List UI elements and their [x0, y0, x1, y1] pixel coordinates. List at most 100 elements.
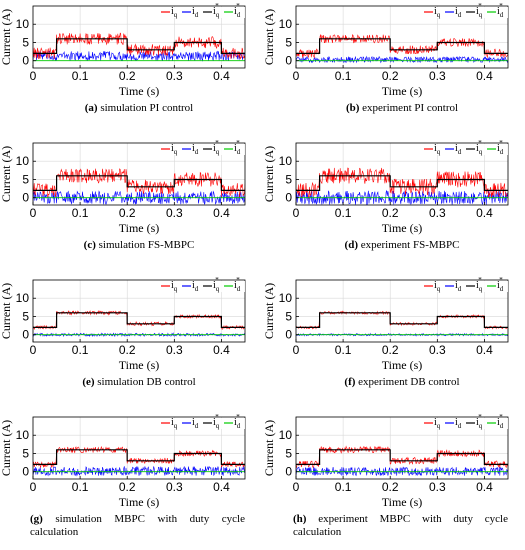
y-tick-label: 10: [16, 291, 30, 305]
y-axis-label: Current (A): [0, 283, 13, 339]
legend: iq id iq* id*: [422, 413, 508, 430]
subplot-caption: (c) simulation FS-MBPC: [0, 239, 278, 252]
series-line-id: [296, 189, 508, 205]
x-axis-label: Time (s): [382, 221, 423, 235]
x-axis-label: Time (s): [382, 84, 423, 98]
y-axis-label: Current (A): [262, 146, 276, 202]
legend-label: id: [192, 6, 199, 19]
series-group: [296, 445, 508, 477]
legend-label: iq*: [476, 139, 483, 156]
legend-box: [422, 7, 508, 18]
y-tick-label: 10: [16, 17, 30, 31]
subplot-caption-text: simulation PI control: [97, 102, 194, 114]
series-line-iq: [296, 167, 508, 200]
x-tick-label: 0.2: [382, 480, 399, 494]
y-tick-label: 5: [285, 35, 292, 49]
series-line-iq: [33, 168, 245, 198]
x-tick-label: 0.4: [476, 343, 493, 357]
plot-frame: [295, 416, 509, 480]
x-axis-label: Time (s): [119, 358, 160, 372]
series-line-iq-ref: [296, 175, 508, 191]
series-line-id: [33, 332, 245, 338]
x-tick-label: 0.1: [72, 343, 89, 357]
subplot-letter: (g): [30, 513, 43, 525]
series-line-id: [296, 332, 508, 337]
subplot-letter: (b): [345, 102, 360, 114]
series-line-iq: [33, 310, 245, 331]
subplot-g: 0 0.1 0.2 0.3 0.4 0 5 10 Time (s) Current (A) iq id…: [0, 411, 262, 548]
subplot-e: 0 0.1 0.2 0.3 0.4 0 5 10 Time (s) Current (A) iq id…: [0, 274, 262, 411]
legend-label: iq: [434, 143, 441, 156]
legend-label: id: [455, 280, 462, 293]
chart-svg: 0 0.1 0.2 0.3 0.4 0 5 10 Time (s) Current (A) iq id…: [262, 276, 509, 372]
legend: iq id iq* id*: [422, 2, 508, 19]
legend-label: id*: [497, 413, 504, 430]
legend-label: id*: [234, 413, 241, 430]
series-line-iq-ref: [33, 38, 245, 54]
legend-label: iq: [171, 280, 178, 293]
legend-label: iq: [171, 417, 178, 430]
y-tick-label: 10: [16, 154, 30, 168]
legend-label: id: [192, 417, 199, 430]
legend: iq id iq* id*: [159, 139, 245, 156]
subplot-caption-text: experiment FS-MBPC: [358, 239, 460, 251]
legend-label: id*: [234, 2, 241, 19]
x-tick-label: 0.4: [213, 206, 230, 220]
series-line-iq: [296, 310, 508, 330]
legend-box: [422, 281, 508, 292]
y-tick-label: 0: [22, 191, 29, 205]
series-group: [296, 167, 508, 205]
subplot-caption: (a) simulation PI control: [0, 102, 278, 115]
y-tick-label: 10: [279, 17, 293, 31]
series-line-iq-ref: [296, 38, 508, 54]
x-tick-label: 0.2: [119, 206, 136, 220]
x-tick-label: 0.1: [72, 69, 89, 83]
series-line-iq: [296, 445, 508, 469]
legend-label: iq: [171, 6, 178, 19]
x-tick-label: 0.3: [166, 343, 183, 357]
x-axis-label: Time (s): [119, 84, 160, 98]
legend-label: iq: [434, 417, 441, 430]
y-tick-label: 0: [22, 465, 29, 479]
chart-svg: 0 0.1 0.2 0.3 0.4 0 5 10 Time (s) Current (A) iq id…: [0, 2, 246, 98]
x-tick-label: 0.3: [166, 69, 183, 83]
plot-frame: [32, 142, 246, 206]
y-axis-label: Current (A): [0, 146, 13, 202]
legend-box: [159, 7, 245, 18]
x-tick-label: 0: [30, 206, 37, 220]
subplot-caption-text: experiment PI control: [359, 102, 459, 114]
series-line-id: [33, 190, 245, 205]
x-tick-label: 0.1: [335, 69, 352, 83]
legend-label: id*: [497, 139, 504, 156]
legend-label: iq*: [213, 139, 220, 156]
x-tick-label: 0.3: [166, 480, 183, 494]
legend-label: iq*: [476, 276, 483, 293]
y-tick-label: 0: [285, 465, 292, 479]
series-line-iq-ref: [33, 175, 245, 191]
subplot-caption: (e) simulation DB control: [0, 376, 278, 389]
chart-svg: 0 0.1 0.2 0.3 0.4 0 5 10 Time (s) Current (A) iq id…: [262, 2, 509, 98]
subplot-b: 0 0.1 0.2 0.3 0.4 0 5 10 Time (s) Current (A) iq id…: [262, 0, 525, 137]
legend-label: id*: [497, 2, 504, 19]
x-tick-label: 0: [293, 480, 300, 494]
plot-frame: [32, 279, 246, 343]
subplot-caption-text: simulation MBPC with duty cycle calculat…: [30, 513, 245, 538]
y-tick-label: 0: [285, 54, 292, 68]
x-tick-label: 0.1: [72, 206, 89, 220]
subplot-caption: (b) experiment PI control: [263, 102, 525, 115]
y-tick-label: 5: [22, 172, 29, 186]
x-tick-label: 0: [30, 343, 37, 357]
legend-box: [159, 144, 245, 155]
legend-box: [422, 144, 508, 155]
plot-frame: [295, 142, 509, 206]
x-tick-label: 0.3: [429, 480, 446, 494]
x-tick-label: 0.4: [476, 206, 493, 220]
y-tick-label: 10: [279, 154, 293, 168]
series-group: [33, 168, 245, 205]
legend: iq id iq* id*: [159, 276, 245, 293]
x-tick-label: 0.2: [382, 343, 399, 357]
legend-box: [159, 418, 245, 429]
y-axis-label: Current (A): [262, 420, 276, 476]
legend-label: id*: [234, 139, 241, 156]
